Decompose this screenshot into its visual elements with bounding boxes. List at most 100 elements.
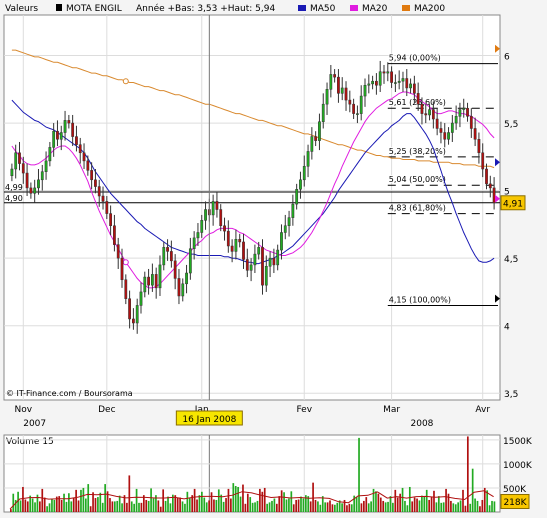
candle-body: [257, 247, 261, 255]
candle-body: [431, 109, 435, 120]
volume-bar: [275, 503, 278, 512]
candle-body: [344, 87, 348, 101]
volume-bar: [232, 483, 235, 512]
volume-bar: [116, 500, 119, 512]
volume-bar: [82, 487, 85, 512]
volume-bar: [19, 500, 22, 512]
candle-body: [192, 237, 196, 249]
volume-bar: [416, 498, 418, 512]
volume-bar: [324, 502, 327, 512]
ma20-line: [11, 91, 495, 289]
price-tick-label: 4: [504, 323, 510, 333]
candle-body: [78, 144, 82, 154]
volume-bar: [92, 492, 94, 512]
candle-body: [63, 120, 67, 133]
year-label: 2007: [23, 419, 46, 429]
candle-body: [21, 163, 25, 174]
volume-average-line: [9, 490, 494, 510]
candle-body: [466, 107, 469, 117]
candle-body: [37, 179, 40, 189]
volume-bar: [22, 486, 24, 512]
candle-body: [181, 283, 185, 297]
candle-body: [86, 160, 90, 171]
volume-bar: [365, 497, 368, 512]
volume-bar: [474, 498, 476, 512]
candle-body: [409, 83, 412, 89]
candle-body: [177, 278, 181, 297]
volume-bar: [60, 499, 63, 512]
volume-bar: [63, 493, 65, 512]
volume-bar: [370, 501, 372, 512]
candle-body: [113, 225, 116, 245]
candle-body: [420, 103, 424, 114]
volume-bar: [312, 482, 314, 512]
volume-bar: [447, 493, 450, 512]
volume-bar: [246, 493, 249, 512]
volume-bar: [184, 503, 186, 512]
volume-bar: [208, 500, 210, 512]
volume-bar: [387, 501, 389, 512]
candle-body: [386, 71, 390, 74]
volume-bar: [77, 500, 80, 512]
volume-bar: [457, 502, 460, 512]
volume-bar: [454, 504, 457, 512]
volume-bar: [133, 503, 136, 512]
candle-body: [132, 318, 135, 324]
ma200-line: [11, 49, 495, 169]
candle-body: [318, 121, 321, 141]
candle-body: [124, 279, 128, 299]
volume-bar: [118, 495, 121, 512]
candle-body: [90, 170, 94, 181]
ma200-marker: [122, 78, 129, 85]
candle-body: [234, 238, 238, 252]
candle-body: [196, 232, 200, 239]
volume-bar: [150, 488, 152, 512]
volume-bar: [338, 500, 341, 512]
volume-bar: [159, 506, 162, 512]
volume-bar: [193, 488, 196, 512]
candle-body: [158, 264, 162, 289]
volume-bar: [290, 491, 293, 512]
candle-body: [454, 116, 458, 124]
candle-body: [287, 217, 291, 226]
volume-bar: [343, 499, 346, 512]
candle-body: [280, 232, 283, 251]
volume-bar: [188, 498, 191, 512]
volume-bar: [404, 500, 406, 512]
candle-body: [352, 103, 356, 114]
candle-body: [378, 71, 382, 86]
volume-bar: [242, 484, 244, 512]
cursor-date-badge[interactable]: [175, 410, 243, 426]
volume-bar: [70, 501, 73, 512]
volume-bar: [331, 504, 334, 512]
volume-bar: [31, 498, 34, 512]
candle-body: [272, 257, 276, 266]
candle-body: [356, 113, 359, 115]
volume-bar: [334, 504, 336, 512]
volume-bar: [459, 500, 462, 512]
candle-body: [59, 132, 63, 140]
candle-body: [371, 80, 374, 85]
volume-bar: [259, 488, 261, 512]
volume-bar: [295, 499, 298, 512]
candle-body: [135, 305, 139, 324]
candle-body: [48, 147, 52, 162]
volume-bar: [157, 500, 160, 512]
volume-bar: [317, 501, 319, 512]
volume-bar: [392, 502, 394, 512]
volume-bar: [142, 495, 145, 512]
volume-bar: [186, 491, 189, 512]
month-label: Mar: [383, 405, 400, 415]
volume-badge-text: 218K: [503, 498, 527, 508]
candle-body: [359, 95, 363, 114]
volume-bar: [341, 503, 343, 512]
volume-bar: [94, 498, 97, 512]
candle-body: [238, 238, 242, 243]
volume-bar: [285, 499, 288, 512]
candle-body: [154, 274, 158, 289]
candle-body: [310, 136, 314, 152]
volume-bar: [135, 488, 138, 512]
month-label: Jan: [194, 405, 209, 415]
volume-bar: [358, 437, 360, 512]
volume-bar: [106, 491, 109, 512]
